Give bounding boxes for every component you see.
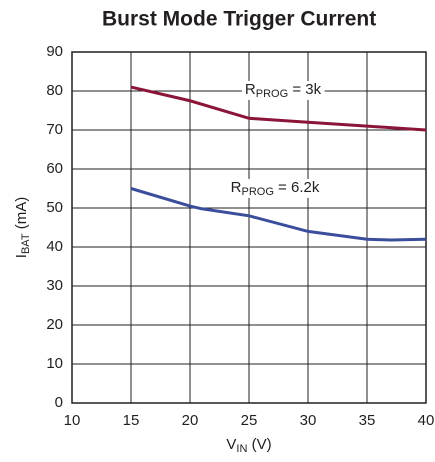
y-axis-label-main: I <box>13 254 30 258</box>
y-tick-label: 0 <box>55 394 63 411</box>
series-label: RPROG = 6.2k <box>231 179 320 198</box>
y-tick-label: 80 <box>46 82 63 99</box>
series-label-sub: PROG <box>256 88 288 100</box>
x-tick-label: 30 <box>300 412 317 429</box>
x-axis-label-main: V <box>226 436 236 453</box>
x-tick-label: 25 <box>241 412 258 429</box>
y-tick-label: 50 <box>46 199 63 216</box>
chart-title: Burst Mode Trigger Current <box>102 8 376 31</box>
series-label: RPROG = 3k <box>245 81 322 100</box>
series-label-rest: = 3k <box>288 81 321 98</box>
y-tick-label: 60 <box>46 160 63 177</box>
series-label-rest: = 6.2k <box>274 179 320 196</box>
x-tick-label: 10 <box>64 412 81 429</box>
series-label-main: R <box>231 179 242 196</box>
x-tick-label: 20 <box>182 412 199 429</box>
x-axis-label: VIN (V) <box>226 436 271 455</box>
y-axis-label: IBAT (mA) <box>13 197 32 258</box>
y-axis-label-rest: (mA) <box>13 197 30 234</box>
x-axis-label-sub: IN <box>236 443 247 455</box>
x-tick-label: 15 <box>123 412 140 429</box>
y-tick-label: 30 <box>46 277 63 294</box>
series-line <box>130 187 427 242</box>
series-label-sub: PROG <box>241 186 273 198</box>
y-tick-label: 40 <box>46 238 63 255</box>
y-tick-label: 70 <box>46 121 63 138</box>
series-label-main: R <box>245 81 256 98</box>
y-tick-label: 10 <box>46 355 63 372</box>
x-axis-label-rest: (V) <box>247 436 271 453</box>
plot-frame <box>71 51 427 404</box>
x-tick-label: 35 <box>359 412 376 429</box>
series-line <box>130 85 427 132</box>
x-tick-label: 40 <box>418 412 435 429</box>
label-background <box>241 80 325 100</box>
y-tick-label: 90 <box>46 43 63 60</box>
y-tick-label: 20 <box>46 316 63 333</box>
y-axis-label-sub: BAT <box>20 233 32 254</box>
label-background <box>227 178 323 198</box>
